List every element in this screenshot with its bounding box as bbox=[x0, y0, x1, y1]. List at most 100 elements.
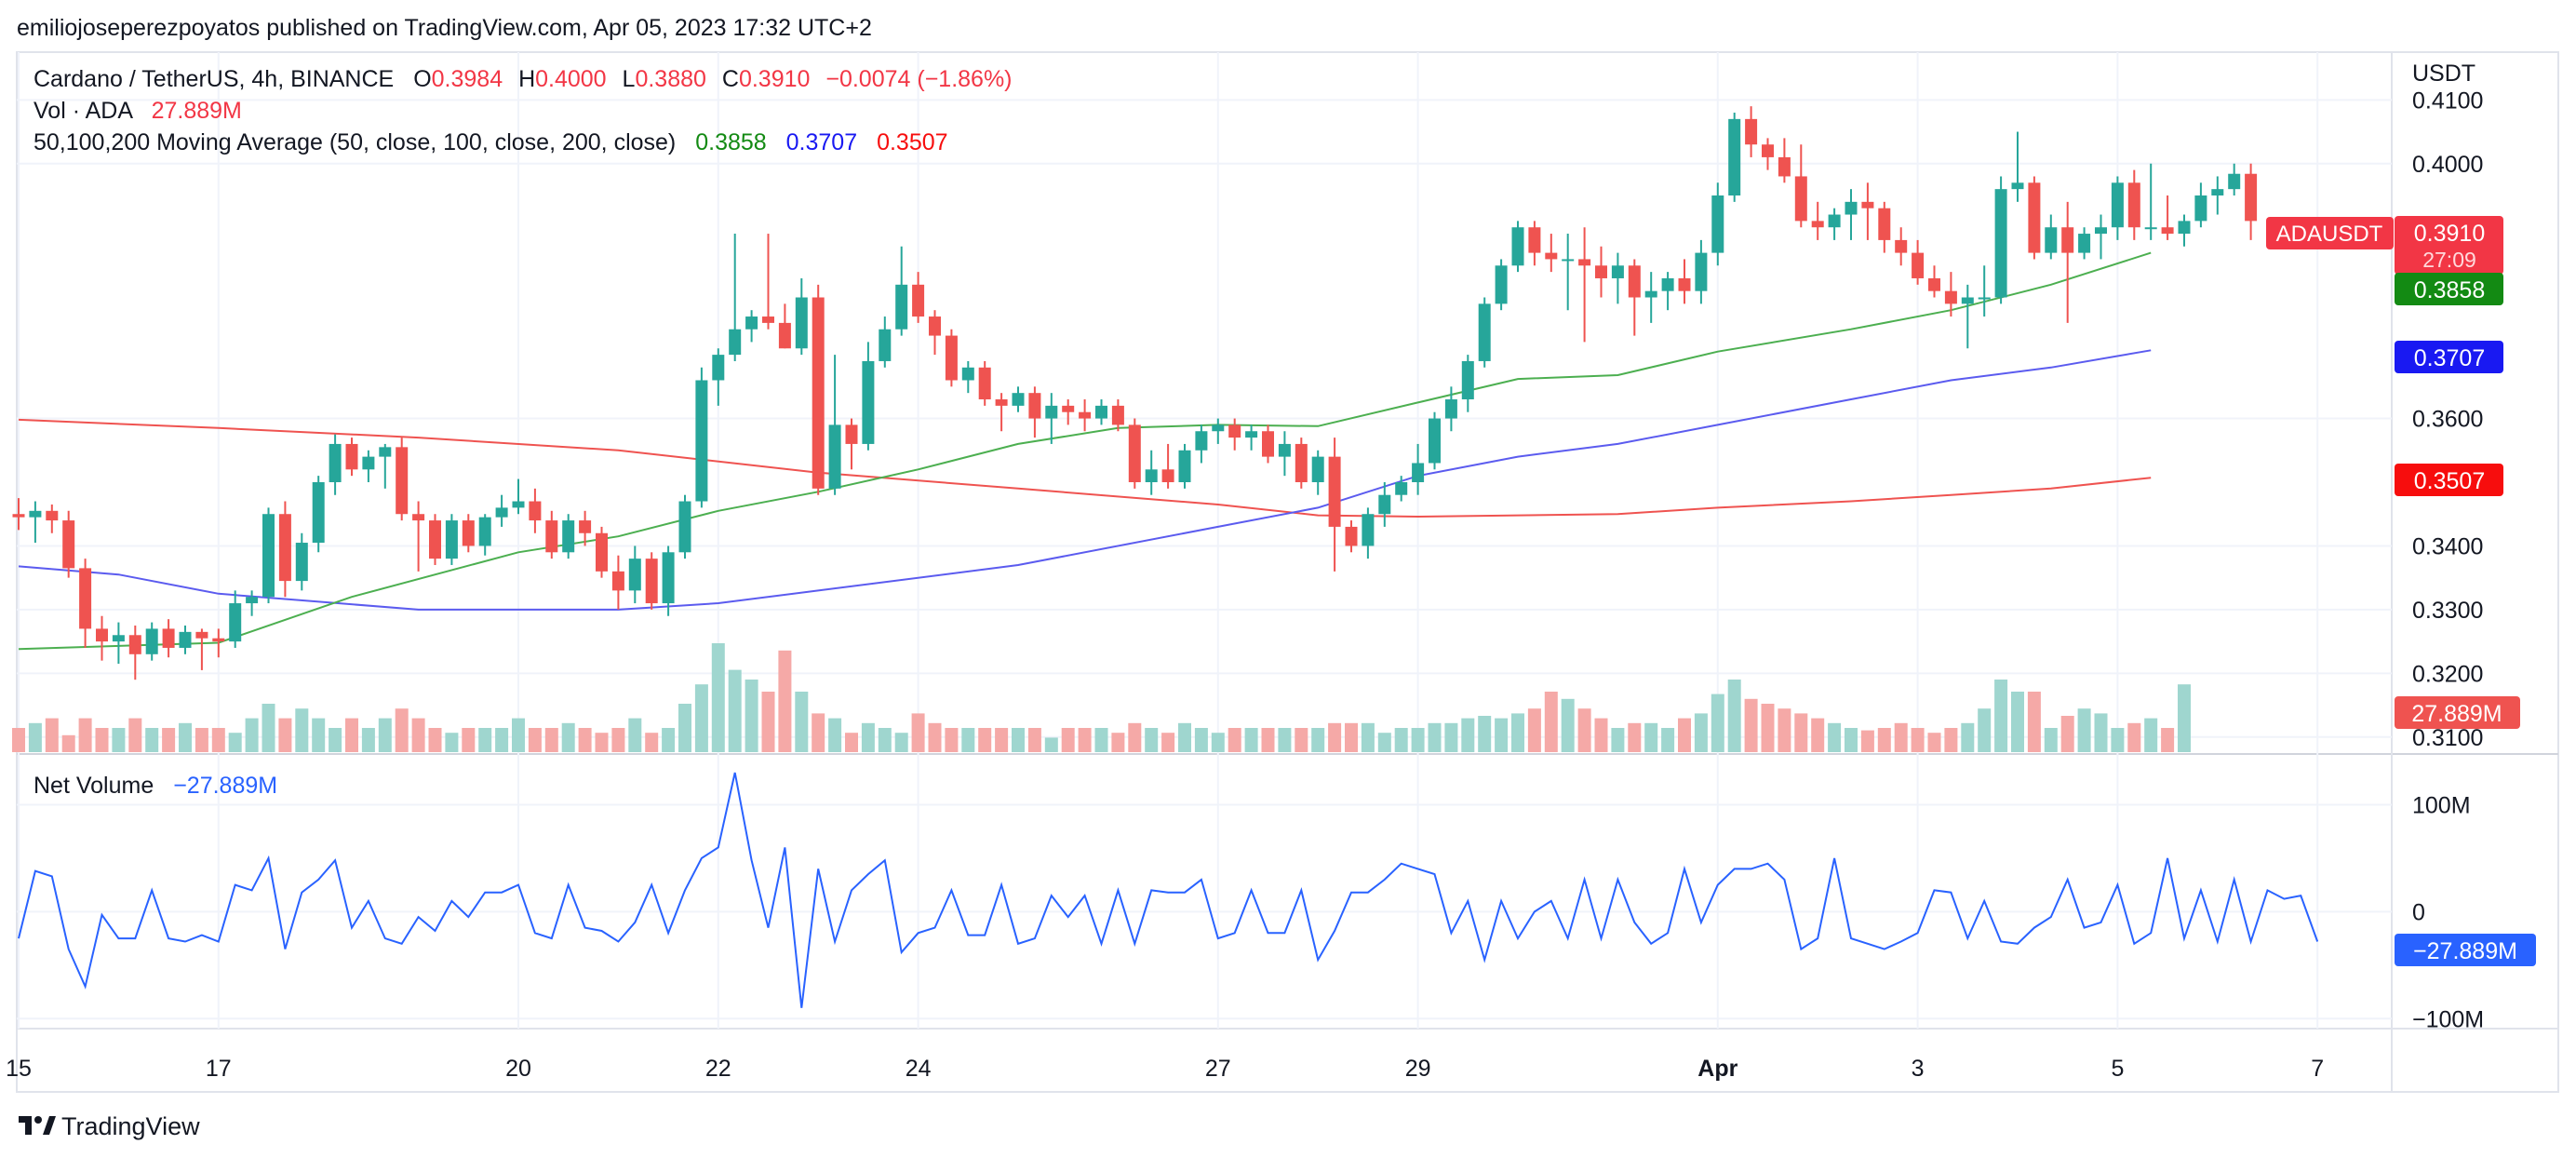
tradingview-logo[interactable]: TradingView bbox=[19, 1112, 200, 1140]
legend-volume-label: Vol · ADA bbox=[34, 98, 133, 124]
volume-bar bbox=[645, 733, 659, 752]
candle-body bbox=[512, 501, 525, 508]
candle-body bbox=[1595, 265, 1607, 278]
volume-bar bbox=[361, 728, 375, 752]
volume-bar bbox=[711, 643, 725, 752]
candle-body bbox=[212, 638, 225, 642]
candle-body bbox=[845, 424, 858, 444]
volume-bar bbox=[1794, 713, 1808, 752]
volume-bar bbox=[1877, 728, 1891, 752]
candle-body bbox=[2161, 227, 2174, 235]
volume-bar bbox=[561, 722, 575, 752]
candle-body bbox=[1811, 221, 1824, 228]
last-price-value: 0.3910 bbox=[2414, 221, 2485, 247]
candle-body bbox=[229, 603, 242, 642]
candle-body bbox=[678, 501, 691, 553]
candle-body bbox=[611, 571, 624, 591]
tradingview-logo-icon bbox=[19, 1116, 56, 1135]
candle-body bbox=[1578, 259, 1591, 266]
volume-bar bbox=[162, 728, 176, 752]
netvol-badge: −27.889M bbox=[2395, 934, 2536, 966]
legend-volume-value: 27.889M bbox=[152, 98, 242, 124]
candle-body bbox=[978, 367, 991, 400]
volume-badge-value: 27.889M bbox=[2411, 701, 2502, 727]
candle-body bbox=[628, 559, 641, 591]
volume-bar bbox=[2127, 722, 2141, 752]
candle-body bbox=[1511, 227, 1524, 266]
candle-body bbox=[1528, 227, 1541, 253]
volume-bar bbox=[1495, 718, 1509, 752]
candle-body bbox=[729, 329, 742, 356]
volume-bar bbox=[678, 704, 691, 752]
volume-bar bbox=[2060, 716, 2074, 752]
candle-body bbox=[462, 520, 475, 546]
price-tick-label: 0.3100 bbox=[2412, 725, 2483, 751]
candle-body bbox=[1912, 252, 1925, 278]
legend-close-label: C bbox=[722, 66, 739, 92]
candle-body bbox=[1878, 208, 1891, 240]
price-tick-label: 0.3600 bbox=[2412, 407, 2483, 433]
candle-body bbox=[812, 297, 825, 489]
legend-low-value: 0.3880 bbox=[635, 66, 705, 92]
legend-change: −0.0074 (−1.86%) bbox=[825, 66, 1012, 92]
candle-body bbox=[2011, 182, 2024, 190]
candle-body bbox=[1262, 431, 1274, 457]
candle-body bbox=[745, 316, 758, 330]
volume-bar bbox=[1044, 737, 1058, 752]
candle-body bbox=[2194, 195, 2207, 222]
candle-body bbox=[1861, 201, 1874, 209]
tradingview-brand: TradingView bbox=[61, 1112, 200, 1140]
price-tick-label: 0.4000 bbox=[2412, 152, 2483, 178]
candle-body bbox=[478, 517, 491, 546]
ma50-badge: 0.3858 bbox=[2395, 273, 2503, 305]
candle-body bbox=[1928, 277, 1940, 291]
candle-body bbox=[1978, 297, 1991, 300]
legend-row-volume: Vol · ADA 27.889M bbox=[34, 98, 242, 124]
candle-body bbox=[712, 355, 725, 381]
time-tick-label: 5 bbox=[2111, 1056, 2124, 1082]
candle-body bbox=[1429, 418, 1441, 464]
candle-body bbox=[312, 482, 325, 544]
candles bbox=[12, 106, 2258, 680]
volume-bar bbox=[1944, 728, 1958, 752]
candle-body bbox=[1545, 252, 1558, 260]
volume-bar bbox=[1894, 722, 1908, 752]
legend-close-value: 0.3910 bbox=[739, 66, 810, 92]
volume-bar bbox=[528, 728, 542, 752]
volume-bar bbox=[1761, 704, 1775, 752]
net-volume-axis[interactable]: 100M 0 −100M bbox=[2412, 792, 2484, 1032]
candle-body bbox=[778, 322, 791, 349]
volume-bar bbox=[1244, 728, 1258, 752]
volume-bar bbox=[1994, 680, 2008, 752]
symbol-badge: ADAUSDT bbox=[2266, 217, 2394, 249]
price-tick-label: 0.3200 bbox=[2412, 661, 2483, 687]
legend-ma50-value: 0.3858 bbox=[695, 129, 766, 155]
candle-body bbox=[596, 532, 608, 572]
candle-body bbox=[1778, 156, 1791, 177]
candle-body bbox=[246, 597, 259, 604]
candle-body bbox=[929, 316, 941, 336]
time-axis[interactable]: 15 17 20 22 24 27 29 Apr 3 5 7 bbox=[6, 1056, 2324, 1082]
candle-body bbox=[2144, 227, 2157, 230]
candle-body bbox=[2061, 227, 2074, 253]
price-axis[interactable]: 0.4100 0.4000 0.3600 0.3400 0.3300 0.3200 0.31… bbox=[2412, 88, 2483, 750]
candle-body bbox=[562, 520, 575, 553]
netvol-value: −27.889M bbox=[173, 773, 277, 799]
candle-body bbox=[128, 635, 141, 654]
volume-bar bbox=[78, 718, 92, 752]
volume-bar bbox=[795, 692, 809, 752]
ma200-line bbox=[18, 418, 2152, 518]
volume-bar bbox=[1361, 722, 1375, 752]
volume-bar bbox=[179, 722, 192, 752]
volume-bar bbox=[245, 718, 259, 752]
candle-body bbox=[1711, 195, 1724, 253]
candle-body bbox=[179, 631, 192, 648]
time-tick-label: 22 bbox=[705, 1056, 731, 1082]
candle-body bbox=[695, 380, 708, 502]
volume-bar bbox=[329, 728, 342, 752]
price-tick-label: 0.3300 bbox=[2412, 598, 2483, 624]
candle-body bbox=[795, 297, 808, 349]
last-price-badge: 0.3910 27:09 bbox=[2395, 216, 2503, 275]
volume-bar bbox=[2011, 692, 2024, 752]
